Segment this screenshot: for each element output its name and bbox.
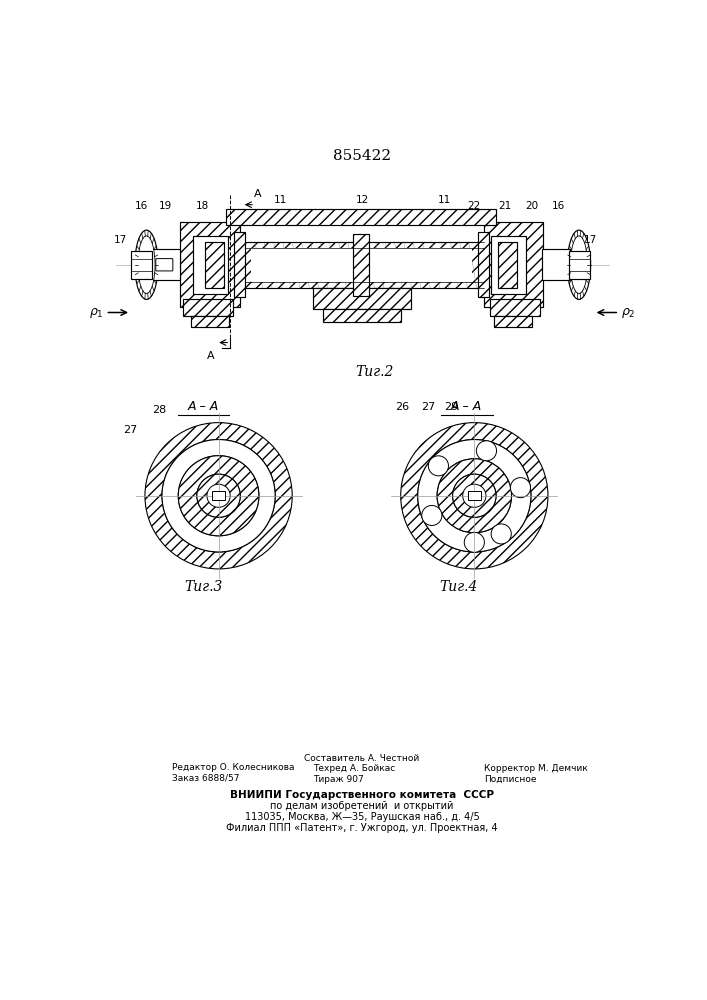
Ellipse shape (135, 230, 158, 299)
Text: Техред А. Бойкас: Техред А. Бойкас (313, 764, 395, 773)
Text: A – A: A – A (187, 400, 218, 413)
Text: 17: 17 (584, 235, 597, 245)
Circle shape (452, 474, 496, 517)
Text: Тираж 907: Тираж 907 (313, 775, 364, 784)
Bar (204, 242, 224, 288)
Text: Составитель А. Честной: Составитель А. Честной (304, 754, 419, 763)
Bar (354, 234, 369, 296)
Bar (323, 309, 401, 322)
Bar (491, 235, 526, 294)
Wedge shape (437, 459, 512, 533)
Text: Корректор М. Демчик: Корректор М. Демчик (484, 764, 588, 773)
Text: 113035, Москва, Ж—35, Раушская наб., д. 4/5: 113035, Москва, Ж—35, Раушская наб., д. … (245, 812, 479, 822)
Bar (212, 491, 225, 500)
Bar (494, 316, 532, 327)
Bar (542, 249, 570, 280)
Wedge shape (418, 440, 531, 552)
Bar (468, 491, 481, 500)
Text: Филиал ППП «Патент», г. Ужгород, ул. Проектная, 4: Филиал ППП «Патент», г. Ужгород, ул. Про… (226, 823, 498, 833)
Circle shape (462, 484, 486, 507)
Bar (226, 209, 496, 225)
Bar (152, 249, 180, 280)
Text: 29: 29 (444, 402, 458, 412)
Circle shape (477, 441, 496, 461)
Text: 26: 26 (395, 402, 409, 412)
Wedge shape (162, 440, 275, 552)
Bar (484, 222, 543, 307)
Wedge shape (178, 456, 259, 536)
Text: Редактор О. Колесникова: Редактор О. Колесникова (172, 763, 295, 772)
Bar (234, 232, 245, 297)
Text: ВНИИПИ Государственного комитета  СССР: ВНИИПИ Государственного комитета СССР (230, 790, 494, 800)
Bar (490, 299, 540, 316)
Text: A – A: A – A (451, 400, 482, 413)
Text: $\rho_1$: $\rho_1$ (89, 306, 104, 320)
Text: 19: 19 (159, 201, 173, 211)
Circle shape (207, 484, 230, 507)
Text: e: e (459, 471, 467, 484)
Circle shape (197, 474, 240, 517)
Circle shape (428, 456, 448, 476)
Text: 21: 21 (498, 201, 512, 211)
Circle shape (491, 524, 511, 544)
Text: Τиг.3: Τиг.3 (184, 580, 222, 594)
Bar (251, 248, 472, 282)
Bar (192, 316, 228, 327)
Text: Τиг.2: Τиг.2 (356, 365, 394, 379)
Text: $\rho_2$: $\rho_2$ (621, 306, 636, 320)
Bar (478, 232, 489, 297)
Circle shape (422, 505, 442, 525)
Bar (180, 222, 240, 307)
Ellipse shape (567, 230, 590, 299)
Wedge shape (145, 423, 292, 569)
Circle shape (464, 532, 484, 552)
Bar (183, 299, 233, 316)
Ellipse shape (138, 236, 155, 294)
Text: 27: 27 (123, 425, 137, 435)
Text: Заказ 6888/57: Заказ 6888/57 (172, 774, 240, 783)
Text: 16: 16 (552, 201, 566, 211)
Text: 22: 22 (467, 201, 480, 211)
Text: 20: 20 (525, 201, 538, 211)
Bar (193, 235, 228, 294)
Text: 17: 17 (115, 235, 127, 245)
Text: A: A (254, 189, 261, 199)
Ellipse shape (571, 236, 588, 294)
Text: 28: 28 (152, 405, 166, 415)
Text: 11: 11 (438, 195, 452, 205)
FancyBboxPatch shape (156, 259, 173, 271)
Text: A: A (207, 351, 215, 361)
Bar (240, 242, 484, 288)
Wedge shape (401, 423, 548, 569)
Text: 16: 16 (134, 201, 148, 211)
Text: 18: 18 (196, 201, 209, 211)
Text: Τиг.4: Τиг.4 (440, 580, 478, 594)
Bar (131, 251, 152, 279)
Text: 11: 11 (274, 195, 287, 205)
Bar (569, 251, 590, 279)
Text: Подписное: Подписное (484, 775, 536, 784)
Text: 27: 27 (421, 402, 435, 412)
Text: 12: 12 (356, 195, 368, 205)
Bar (498, 242, 517, 288)
Text: 855422: 855422 (333, 149, 391, 163)
Bar (313, 288, 411, 309)
Circle shape (510, 478, 530, 498)
Text: по делам изобретений  и открытий: по делам изобретений и открытий (270, 801, 454, 811)
